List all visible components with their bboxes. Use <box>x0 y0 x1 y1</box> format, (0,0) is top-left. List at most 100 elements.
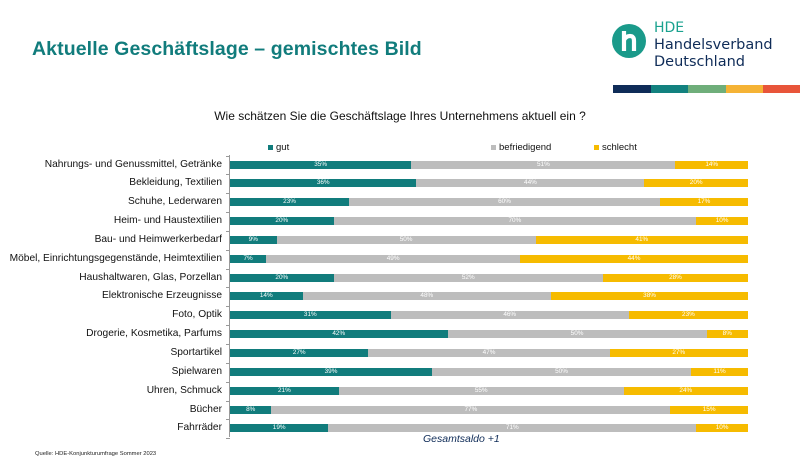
category-label: Bau- und Heimwerkerbedarf <box>94 233 222 245</box>
bar-segment-gut: 36% <box>230 179 417 188</box>
bar-segment-befriedigend: 47% <box>368 349 610 357</box>
bar-segment-gut: 31% <box>230 311 391 320</box>
bar-segment-schlecht: 20% <box>644 179 748 188</box>
category-label: Bekleidung, Textilien <box>129 177 222 189</box>
y-axis-tick <box>226 287 230 289</box>
bar-segment-befriedigend: 48% <box>302 292 552 301</box>
logo-text: HDE Handelsverband Deutschland <box>654 20 773 71</box>
bar-segment-gut: 39% <box>230 367 433 376</box>
hde-h-logo-icon <box>612 24 646 58</box>
bar-segment-schlecht: 8% <box>706 330 748 339</box>
bar-segment-befriedigend: 50% <box>432 367 692 376</box>
y-axis-tick <box>226 249 230 251</box>
category-label: Fahrräder <box>177 422 222 434</box>
category-label: Spielwaren <box>171 365 222 377</box>
y-axis-tick <box>226 174 230 176</box>
bar-segment-befriedigend: 52% <box>333 273 603 282</box>
y-axis-tick <box>226 212 230 214</box>
bar-segment-schlecht: 27% <box>609 349 748 357</box>
legend-item-befriedigend: befriedigend <box>491 142 551 153</box>
bar-segment-gut: 42% <box>230 330 448 339</box>
y-axis-tick <box>226 325 230 327</box>
category-label: Uhren, Schmuck <box>146 384 222 396</box>
y-axis-tick <box>226 419 230 421</box>
y-axis-tick <box>226 193 230 195</box>
category-label: Bücher <box>189 403 222 415</box>
bar-segment-schlecht: 38% <box>551 292 748 301</box>
logo-stripe-0 <box>613 85 651 93</box>
y-axis-line <box>229 155 230 437</box>
legend-label-schlecht: schlecht <box>602 142 637 153</box>
bar-segment-schlecht: 41% <box>535 235 748 244</box>
bar-segment-gut: 35% <box>230 160 412 169</box>
bar-segment-gut: 21% <box>230 386 339 395</box>
bar-segment-gut: 20% <box>230 217 334 226</box>
legend-swatch-gut <box>268 145 273 150</box>
bar-segment-gut: 23% <box>230 198 350 207</box>
logo-hde: HDE <box>654 20 685 36</box>
source-note: Quelle: HDE-Konjunkturumfrage Sommer 202… <box>35 451 157 457</box>
category-label: Elektronische Erzeugnisse <box>101 290 222 302</box>
bar-segment-gut: 19% <box>230 424 329 433</box>
bar-segment-befriedigend: 46% <box>390 311 629 320</box>
category-label: Schuhe, Lederwaren <box>127 196 222 208</box>
legend-swatch-befriedigend <box>491 145 496 150</box>
chart-legend: gut befriedigend schlecht <box>0 142 800 156</box>
category-label: Haushaltwaren, Glas, Porzellan <box>79 271 222 283</box>
legend-label-gut: gut <box>276 142 290 153</box>
bar-segment-befriedigend: 60% <box>349 198 660 207</box>
bar-segment-schlecht: 15% <box>670 405 748 414</box>
y-axis-tick <box>226 268 230 270</box>
gesamtsaldo-annotation: Gesamtsaldo +1 <box>423 433 500 445</box>
category-label: Drogerie, Kosmetika, Parfums <box>86 328 222 340</box>
category-label: Nahrungs- und Genussmittel, Getränke <box>44 158 222 170</box>
hde-logo: HDE Handelsverband Deutschland <box>612 20 800 95</box>
logo-line2: Deutschland <box>654 54 745 70</box>
y-axis-tick <box>226 381 230 383</box>
category-label: Sportartikel <box>170 347 222 358</box>
page-title: Aktuelle Geschäftslage – gemischtes Bild <box>32 38 422 60</box>
bar-segment-befriedigend: 55% <box>338 386 624 395</box>
logo-stripe-2 <box>688 85 726 93</box>
bar-segment-befriedigend: 44% <box>416 179 645 188</box>
y-axis-tick <box>226 344 230 345</box>
bar-segment-schlecht: 28% <box>602 273 748 282</box>
logo-line1: Handelsverband <box>654 37 773 53</box>
logo-stripe-1 <box>650 85 689 93</box>
category-label: Heim- und Haustextilien <box>113 215 222 227</box>
bar-segment-schlecht: 17% <box>659 198 748 207</box>
y-axis-tick <box>226 438 230 440</box>
logo-stripe-3 <box>725 85 764 93</box>
bar-segment-gut: 7% <box>230 254 267 263</box>
bar-segment-gut: 9% <box>230 235 277 244</box>
bar-segment-schlecht: 14% <box>675 160 748 169</box>
y-axis-tick <box>226 400 230 402</box>
bar-segment-befriedigend: 51% <box>411 160 676 169</box>
category-label: Foto, Optik <box>172 309 222 321</box>
bar-segment-befriedigend: 50% <box>276 235 536 244</box>
legend-label-befriedigend: befriedigend <box>499 142 552 153</box>
y-axis-tick <box>226 230 230 232</box>
bar-segment-gut: 27% <box>230 349 369 357</box>
bar-segment-schlecht: 11% <box>691 367 748 376</box>
legend-swatch-schlecht <box>594 145 599 150</box>
y-axis-tick <box>226 155 230 157</box>
bar-segment-gut: 14% <box>230 292 303 301</box>
y-axis-tick <box>226 362 230 364</box>
chart-title: Wie schätzen Sie die Geschäftslage Ihres… <box>214 109 586 123</box>
bar-segment-befriedigend: 49% <box>266 254 521 263</box>
bar-segment-befriedigend: 70% <box>333 217 697 226</box>
bar-segment-schlecht: 23% <box>628 311 748 320</box>
logo-color-stripes <box>613 85 800 93</box>
bar-segment-gut: 8% <box>230 405 272 414</box>
bar-segment-schlecht: 10% <box>696 424 748 433</box>
bar-segment-befriedigend: 71% <box>328 424 697 433</box>
logo-stripe-4 <box>763 85 800 93</box>
bar-segment-befriedigend: 50% <box>447 330 707 339</box>
bar-segment-schlecht: 44% <box>520 254 748 263</box>
bar-segment-schlecht: 10% <box>696 217 748 226</box>
y-axis-tick <box>226 306 230 308</box>
legend-item-schlecht: schlecht <box>594 142 637 153</box>
bar-segment-befriedigend: 77% <box>271 405 671 414</box>
legend-item-gut: gut <box>268 142 289 153</box>
